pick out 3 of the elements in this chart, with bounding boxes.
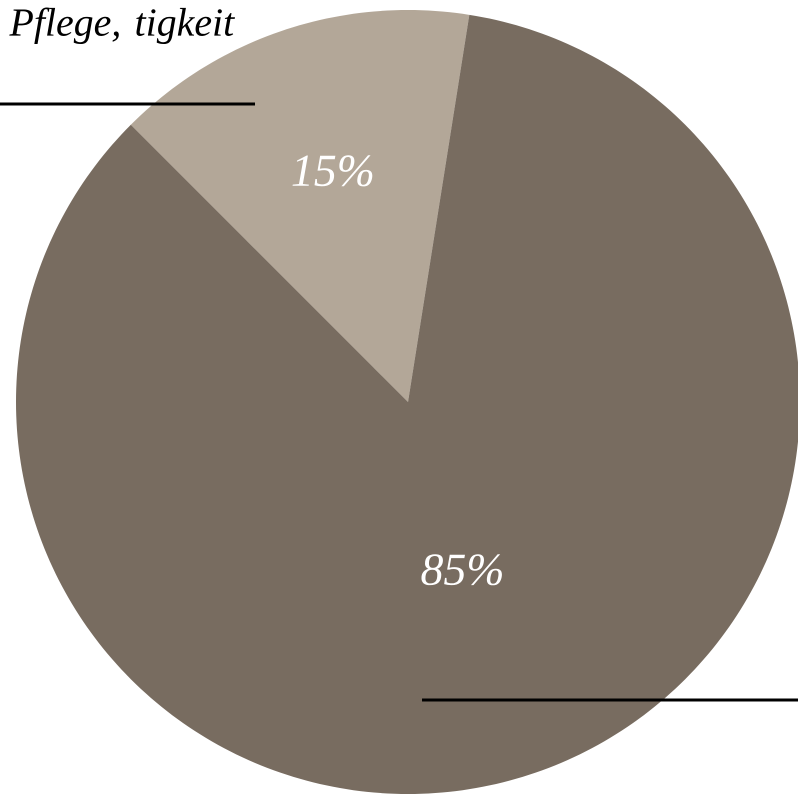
data-label: 85%: [421, 554, 502, 586]
data-label: 15%: [292, 155, 372, 186]
slice-label: Pflege, tigkeit: [9, 8, 235, 44]
